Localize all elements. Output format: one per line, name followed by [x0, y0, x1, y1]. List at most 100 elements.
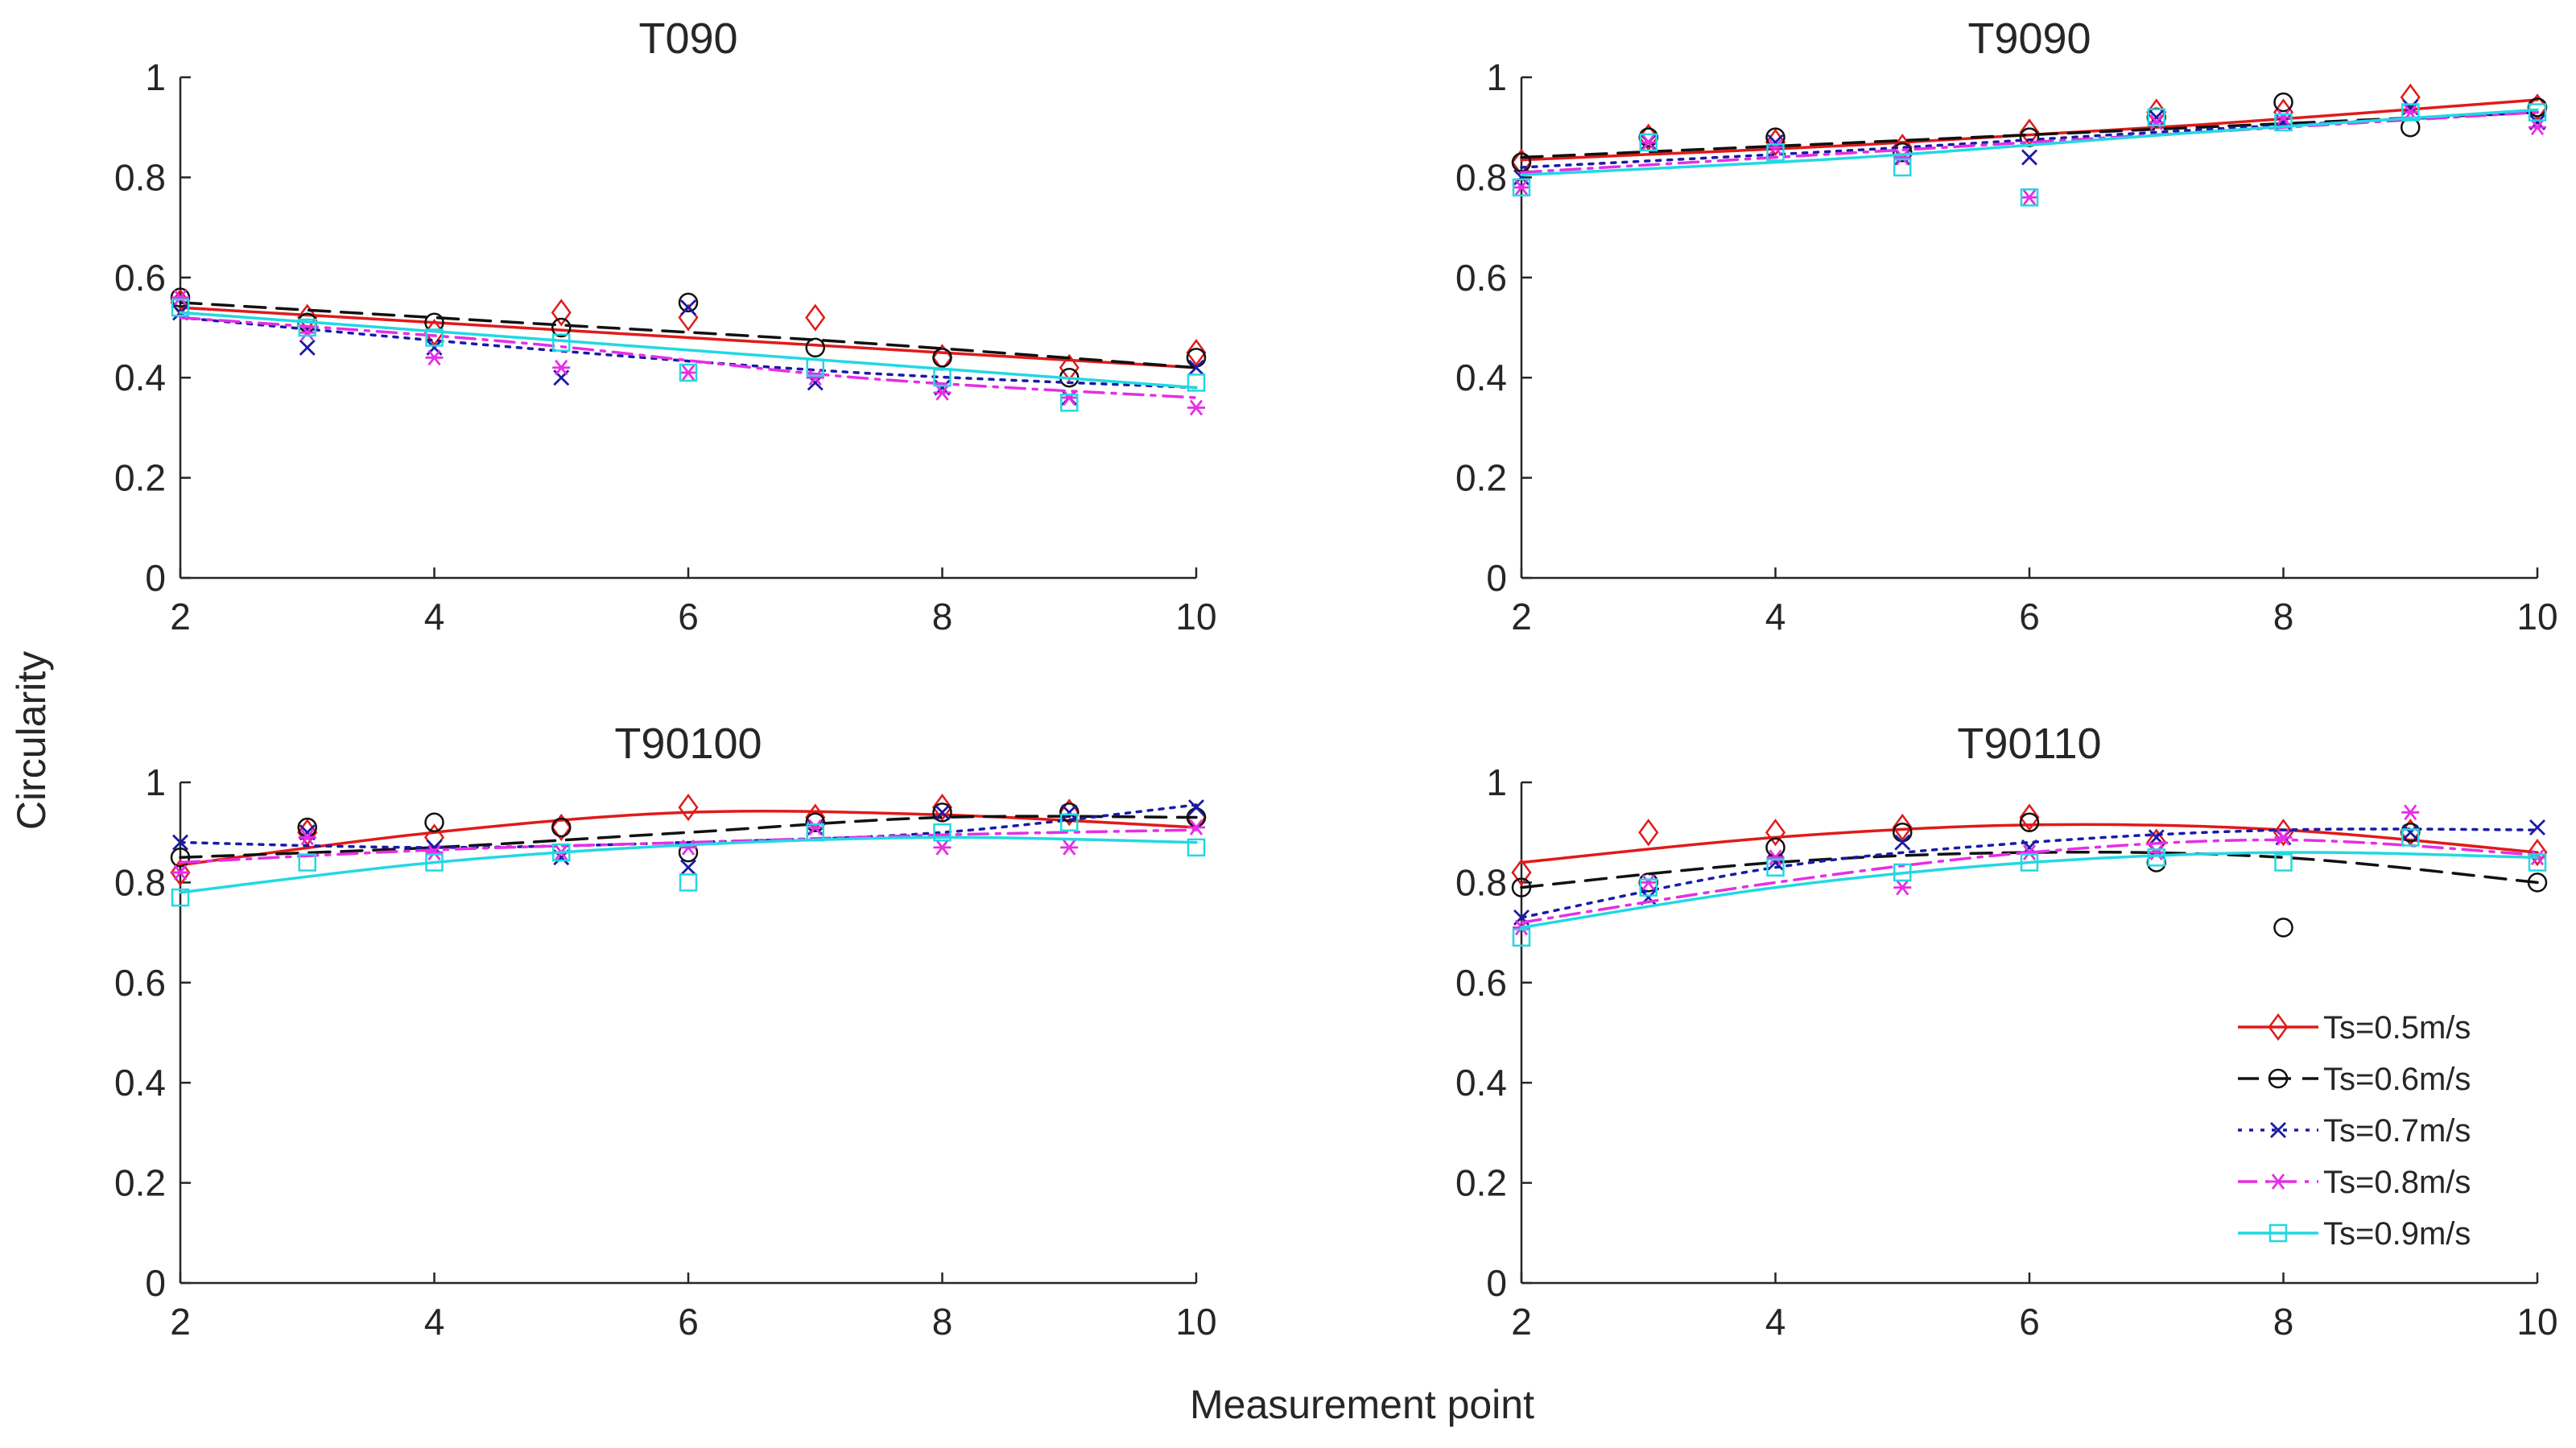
y-tick-label: 0.8 [1455, 861, 1507, 903]
y-tick-label: 0.4 [114, 1062, 166, 1104]
data-point [2400, 83, 2421, 111]
y-tick-label: 0.8 [114, 861, 166, 903]
x-tick-label: 8 [932, 596, 953, 637]
data-point [2273, 918, 2293, 938]
data-point [2274, 853, 2293, 872]
legend-label: Ts=0.5m/s [2323, 1010, 2471, 1046]
x-tick-label: 8 [932, 1301, 953, 1343]
data-point [170, 848, 191, 868]
data-point [1892, 813, 1913, 842]
x-tick-label: 6 [678, 596, 699, 637]
data-point [425, 844, 444, 860]
data-point [1893, 142, 1913, 163]
data-point [2021, 844, 2038, 860]
data-point [806, 358, 824, 377]
data-point [298, 324, 316, 341]
legend-entry: Ts=0.6m/s [2238, 1062, 2471, 1097]
fit-curve [179, 803, 1198, 849]
data-point [806, 819, 824, 835]
data-point [170, 858, 191, 887]
y-tick-label: 0 [145, 1262, 166, 1304]
data-point [680, 299, 696, 316]
data-point [2401, 804, 2420, 821]
data-point [1187, 819, 1205, 835]
fit-curve [1520, 98, 2539, 162]
legend-marker [2270, 1122, 2286, 1138]
x-tick-label: 2 [1511, 1301, 1532, 1343]
data-point [1639, 878, 1657, 897]
data-point [1639, 874, 1657, 891]
data-point [2273, 92, 2293, 113]
data-point [932, 802, 952, 823]
y-tick-label: 0.8 [1455, 156, 1507, 198]
x-tick-label: 4 [1765, 1301, 1786, 1343]
y-tick-label: 0.6 [114, 962, 166, 1004]
data-point [1186, 338, 1207, 367]
fit-curve [1520, 823, 2539, 864]
data-point [2147, 844, 2165, 860]
y-tick-label: 0.6 [1455, 257, 1507, 299]
y-tick-label: 0 [145, 557, 166, 599]
fit-curve [179, 828, 1198, 864]
data-point [2147, 114, 2165, 130]
data-point [2527, 873, 2548, 893]
data-point [1187, 838, 1206, 857]
data-point [680, 859, 696, 876]
data-point [2020, 853, 2039, 872]
data-point [171, 298, 190, 317]
data-point [679, 840, 697, 856]
data-point [679, 363, 698, 382]
data-point [172, 834, 188, 851]
data-point [2529, 119, 2546, 136]
x-tick-label: 6 [2019, 596, 2040, 637]
data-point [1766, 858, 1785, 877]
y-tick-label: 1 [1486, 761, 1507, 803]
legend-marker [2268, 1068, 2289, 1089]
series-Ts=0.5m/s [170, 793, 1207, 887]
series-Ts=0.9m/s [1512, 828, 2547, 947]
data-point [2402, 824, 2419, 841]
data-point [1639, 134, 1657, 151]
data-point [551, 299, 572, 327]
x-tick-label: 8 [2273, 596, 2294, 637]
y-tick-label: 0.4 [1455, 357, 1507, 398]
data-point [805, 812, 825, 833]
y-tick-label: 1 [1486, 56, 1507, 98]
data-point [552, 333, 571, 352]
legend-marker [2269, 1174, 2287, 1190]
data-point [1512, 178, 1531, 197]
series-Ts=0.8m/s [171, 819, 1205, 881]
data-point [2021, 149, 2037, 166]
legend-entry: Ts=0.5m/s [2238, 1010, 2471, 1046]
y-tick-label: 1 [145, 56, 166, 98]
fit-curve [179, 301, 1198, 369]
y-tick-label: 0 [1486, 557, 1507, 599]
y-tick-label: 0.6 [1455, 962, 1507, 1004]
x-tick-label: 8 [2273, 1301, 2294, 1343]
fit-curve [179, 306, 1198, 369]
data-point [2401, 103, 2420, 122]
data-point [425, 328, 444, 347]
x-tick-label: 4 [1765, 596, 1786, 637]
legend-label: Ts=0.6m/s [2323, 1062, 2471, 1097]
data-point [678, 292, 699, 313]
fit-curve [179, 311, 1198, 390]
fit-curve [179, 810, 1198, 867]
data-point [1060, 813, 1079, 832]
legend-label: Ts=0.7m/s [2323, 1113, 2471, 1149]
x-tick-label: 10 [1175, 1301, 1216, 1343]
y-tick-label: 0.2 [1455, 457, 1507, 499]
data-point [1893, 158, 1912, 177]
x-tick-label: 4 [424, 1301, 445, 1343]
data-point [1511, 858, 1532, 887]
panel-T90100: 0 0.2 0.4 0.6 0.8 1 2 4 6 8 10 T90100 [114, 720, 1217, 1343]
panel-title: T9090 [1967, 14, 2091, 63]
x-tick-label: 2 [1511, 596, 1532, 637]
data-point [2401, 828, 2420, 847]
data-point [1060, 390, 1079, 406]
panel-T090: 0 0.2 0.4 0.6 0.8 1 2 4 6 8 10 T090 [114, 14, 1217, 637]
data-point [2019, 803, 2040, 831]
x-tick-label: 2 [170, 596, 191, 637]
data-point [424, 812, 444, 833]
